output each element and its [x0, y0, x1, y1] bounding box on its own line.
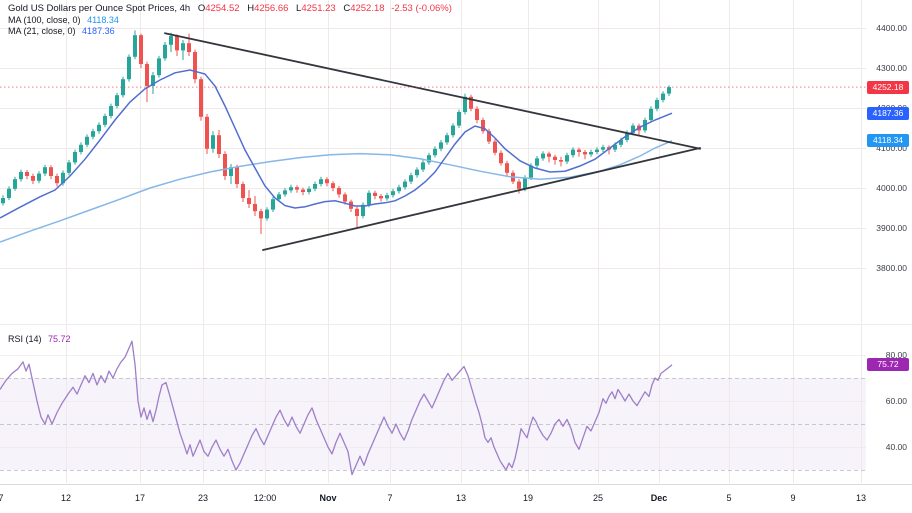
- pane-separator[interactable]: [0, 324, 912, 325]
- rsi-axis-label: 40.00: [885, 442, 907, 452]
- time-axis-label[interactable]: 13: [855, 493, 867, 503]
- price-axis[interactable]: [866, 0, 912, 484]
- rsi-axis-label: 60.00: [885, 396, 907, 406]
- chart-plot-area[interactable]: [0, 0, 866, 513]
- time-axis-label[interactable]: 12:00: [253, 493, 277, 503]
- time-axis-label[interactable]: 5: [726, 493, 732, 503]
- open-label: O: [197, 3, 206, 14]
- time-axis-separator: [0, 484, 912, 485]
- time-axis-label[interactable]: 19: [522, 493, 534, 503]
- time-axis-label[interactable]: 17: [134, 493, 146, 503]
- time-axis-label[interactable]: 9: [790, 493, 796, 503]
- price-axis-label: 3900.00: [876, 223, 907, 233]
- ma21-line: [0, 69, 673, 219]
- time-axis-label[interactable]: 23: [197, 493, 209, 503]
- ma100-legend-label: MA (100, close, 0): [8, 15, 81, 25]
- ma21-legend-value: 4187.36: [82, 26, 115, 36]
- open-value: 4254.52: [205, 3, 240, 14]
- ma21-legend: MA (21, close, 0) 4187.36: [8, 26, 115, 36]
- gridlines: [0, 0, 866, 483]
- rsi-level-lines: [0, 378, 866, 471]
- rsi-badge: 75.72: [867, 358, 909, 371]
- change-value: -2.53 (-0.06%): [391, 3, 452, 14]
- time-axis-label[interactable]: Dec: [650, 493, 668, 503]
- low-value: 4251.23: [301, 3, 336, 14]
- time-axis-label[interactable]: 7: [387, 493, 393, 503]
- close-label: C: [343, 3, 351, 14]
- time-axis-label[interactable]: 25: [592, 493, 604, 503]
- rsi-axis-label: 80.00: [885, 350, 907, 360]
- high-label: H: [247, 3, 255, 14]
- price-badge: 4252.18: [867, 81, 909, 94]
- rsi-legend-label: RSI (14): [8, 334, 42, 344]
- candles: [1, 30, 671, 234]
- time-axis-label[interactable]: 7: [0, 493, 4, 503]
- ma100-legend-value: 4118.34: [87, 15, 119, 25]
- price-axis-label: 4400.00: [876, 23, 907, 33]
- time-axis[interactable]: [0, 485, 912, 513]
- price-axis-label: 4100.00: [876, 143, 907, 153]
- ascending-triangle-line: [262, 147, 701, 251]
- ma100-legend: MA (100, close, 0) 4118.34: [8, 15, 119, 25]
- symbol-title: Gold US Dollars per Ounce Spot Prices, 4…: [8, 3, 191, 14]
- high-value: 4256.66: [254, 3, 289, 14]
- price-axis-label: 4300.00: [876, 63, 907, 73]
- price-badge: 4187.36: [867, 107, 909, 120]
- price-axis-label: 3800.00: [876, 263, 907, 273]
- ma21-legend-label: MA (21, close, 0): [8, 26, 76, 36]
- symbol-header: Gold US Dollars per Ounce Spot Prices, 4…: [8, 3, 452, 14]
- time-axis-label[interactable]: Nov: [319, 493, 337, 503]
- triangle-trendlines[interactable]: [164, 32, 701, 251]
- ma100-line: [0, 140, 673, 243]
- time-axis-label[interactable]: 12: [60, 493, 72, 503]
- rsi-line: [0, 340, 673, 476]
- rsi-legend: RSI (14) 75.72: [8, 334, 71, 344]
- rsi-legend-value: 75.72: [48, 334, 71, 344]
- descending-triangle-line: [164, 32, 701, 150]
- price-axis-label: 4000.00: [876, 183, 907, 193]
- time-axis-label[interactable]: 13: [455, 493, 467, 503]
- price-badge: 4118.34: [867, 134, 909, 147]
- close-value: 4252.18: [350, 3, 385, 14]
- low-label: L: [296, 3, 302, 14]
